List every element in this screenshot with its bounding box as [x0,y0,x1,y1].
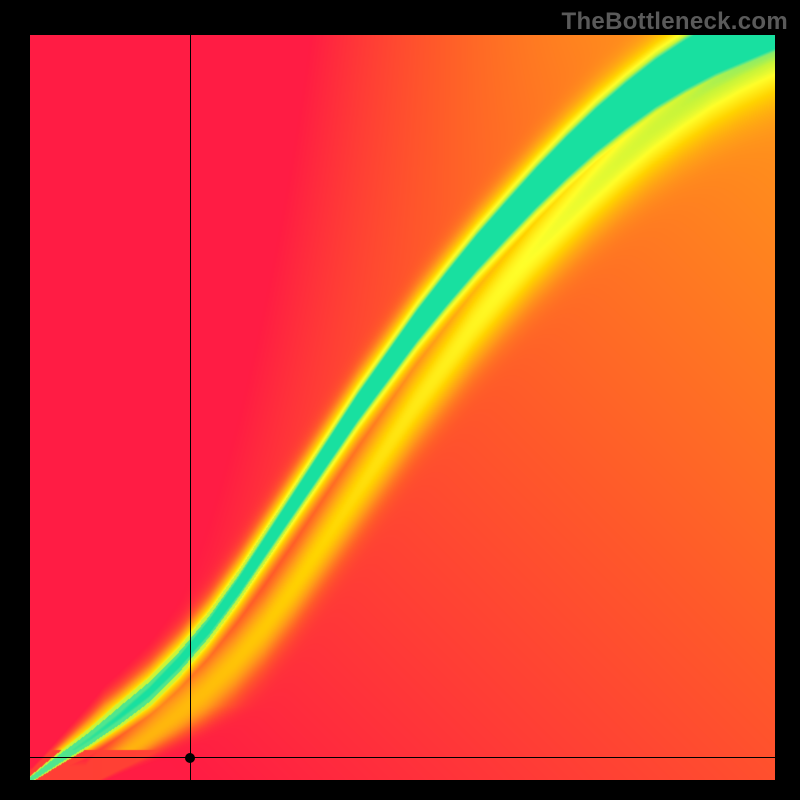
crosshair-marker [185,753,195,763]
watermark-text: TheBottleneck.com [562,8,788,36]
crosshair-vertical [190,35,191,780]
chart-root: TheBottleneck.com [0,0,800,800]
heatmap-canvas [30,35,775,780]
crosshair-horizontal [30,757,775,758]
